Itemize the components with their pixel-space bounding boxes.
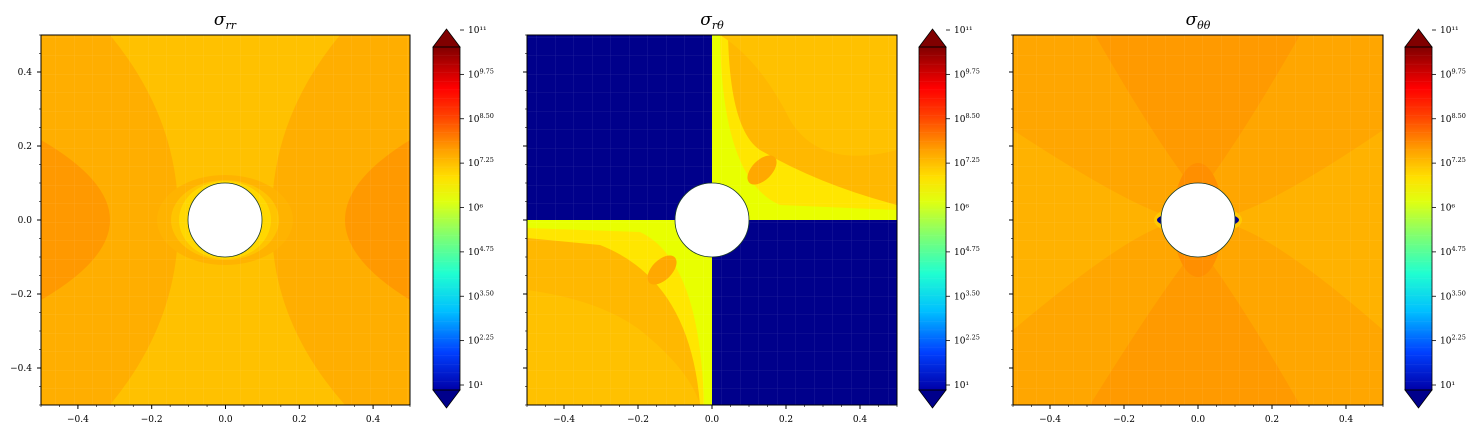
colorbar-gradient: [433, 47, 460, 390]
colorbar-tick-label: 10¹¹: [954, 26, 973, 36]
colorbar-tick-label: 102.25: [1440, 334, 1466, 347]
colorbar-tick-label: 103.50: [1440, 289, 1466, 302]
colorbar-tick-label: 102.25: [954, 334, 980, 347]
colorbar-tick-label: 109.75: [468, 67, 494, 80]
colorbar-tick-label: 10¹: [1440, 381, 1455, 391]
x-tick-label: −0.4: [1039, 415, 1061, 425]
colorbar-gradient: [1405, 47, 1432, 390]
colorbar: 10¹ 102.25 103.50 104.75 10⁶ 107.25 108.50 109.…: [918, 26, 980, 409]
colorbar-tick-label: 10⁶: [1440, 204, 1455, 214]
y-axis: [1009, 34, 1013, 406]
colorbar-extend-min: [432, 389, 461, 409]
heatmap-field: [1013, 35, 1383, 405]
colorbar-tick-label: 107.25: [954, 156, 980, 169]
x-axis: −0.4 −0.2 0.0 0.2 0.4: [40, 405, 411, 425]
panel-title: σrθ: [700, 10, 724, 32]
colorbar-tick-label: 10¹: [468, 381, 483, 391]
x-axis: −0.4 −0.2 0.0 0.2 0.4: [526, 405, 898, 425]
colorbar-extend-min: [918, 389, 947, 409]
hole: [674, 182, 750, 258]
colorbar-tick-label: 107.25: [1440, 156, 1466, 169]
colorbar-tick-label: 109.75: [1440, 67, 1466, 80]
panel-title: σrr: [214, 10, 237, 32]
colorbar-tick-label: 10¹¹: [1440, 26, 1459, 36]
colorbar-tick-label: 10⁶: [954, 204, 969, 214]
x-tick-label: 0.4: [853, 415, 868, 425]
panel-sigma-rr: σrr −0.4 −0.2 0.0 0.2 0.4 0.40.20.0−0.2−0.4 …: [10, 10, 494, 425]
colorbar-tick-label: 10⁶: [468, 204, 483, 214]
x-tick-label: 0.4: [1339, 415, 1354, 425]
y-tick-label: −0.2: [10, 290, 32, 300]
colorbar: 10¹ 102.25 103.50 104.75 10⁶ 107.25 108.50 109.…: [1404, 26, 1466, 409]
y-axis: 0.4 0.2 0.0 −0.2 −0.4: [10, 34, 41, 406]
colorbar-tick-label: 108.50: [468, 112, 494, 125]
heatmap-field: [527, 35, 897, 405]
heatmap-field: [41, 35, 410, 405]
y-tick-label: 0.0: [18, 216, 33, 226]
colorbar-tick-label: 104.75: [954, 245, 980, 258]
colorbar-extend-max: [918, 28, 947, 48]
colorbar-extend-max: [432, 28, 461, 48]
x-tick-label: 0.0: [705, 415, 720, 425]
y-tick-label: 0.2: [18, 142, 32, 152]
colorbar-tick-label: 10¹¹: [468, 26, 487, 36]
colorbar-frame: [432, 46, 461, 391]
y-axis: [523, 34, 527, 406]
panel-sigma-thetatheta: σθθ −0.4 −0.2 0.0 0.2 0.4 10¹ 102.25 103.50 104…: [1009, 10, 1466, 425]
colorbar-tick-label: 107.25: [468, 156, 494, 169]
colorbar-extend-max: [1404, 28, 1433, 48]
x-tick-label: −0.4: [67, 415, 89, 425]
x-axis: −0.4 −0.2 0.0 0.2 0.4: [1012, 405, 1384, 425]
colorbar-tick-label: 104.75: [1440, 245, 1466, 258]
x-tick-label: 0.4: [366, 415, 381, 425]
colorbar-tick-label: 108.50: [954, 112, 980, 125]
panel-sigma-rtheta: σrθ −0.4 −0.2 0.0 0.2 0.4 10¹ 102.25 103.50 104…: [523, 10, 980, 425]
x-tick-label: 0.2: [1265, 415, 1279, 425]
panel-title: σθθ: [1186, 10, 1211, 32]
y-tick-label: 0.4: [18, 68, 33, 78]
colorbar-frame: [1404, 46, 1433, 391]
colorbar-tick-label: 109.75: [954, 67, 980, 80]
x-tick-label: −0.2: [141, 415, 163, 425]
x-tick-label: −0.2: [627, 415, 649, 425]
colorbar-tick-label: 103.50: [468, 289, 494, 302]
x-tick-label: −0.4: [553, 415, 575, 425]
colorbar-frame: [918, 46, 947, 391]
colorbar: 10¹ 102.25 103.50 104.75 10⁶ 107.25 108.50 109.…: [432, 26, 494, 409]
x-tick-label: 0.0: [218, 415, 233, 425]
x-tick-label: −0.2: [1113, 415, 1135, 425]
x-tick-label: 0.0: [1191, 415, 1206, 425]
colorbar-gradient: [919, 47, 946, 390]
colorbar-extend-min: [1404, 389, 1433, 409]
colorbar-tick-label: 10¹: [954, 381, 969, 391]
y-tick-label: −0.4: [10, 364, 32, 374]
colorbar-tick-label: 102.25: [468, 334, 494, 347]
hole: [1160, 182, 1236, 258]
hole: [187, 182, 263, 258]
x-tick-label: 0.2: [779, 415, 793, 425]
colorbar-tick-label: 103.50: [954, 289, 980, 302]
x-tick-label: 0.2: [292, 415, 306, 425]
colorbar-tick-label: 108.50: [1440, 112, 1466, 125]
colorbar-tick-label: 104.75: [468, 245, 494, 258]
